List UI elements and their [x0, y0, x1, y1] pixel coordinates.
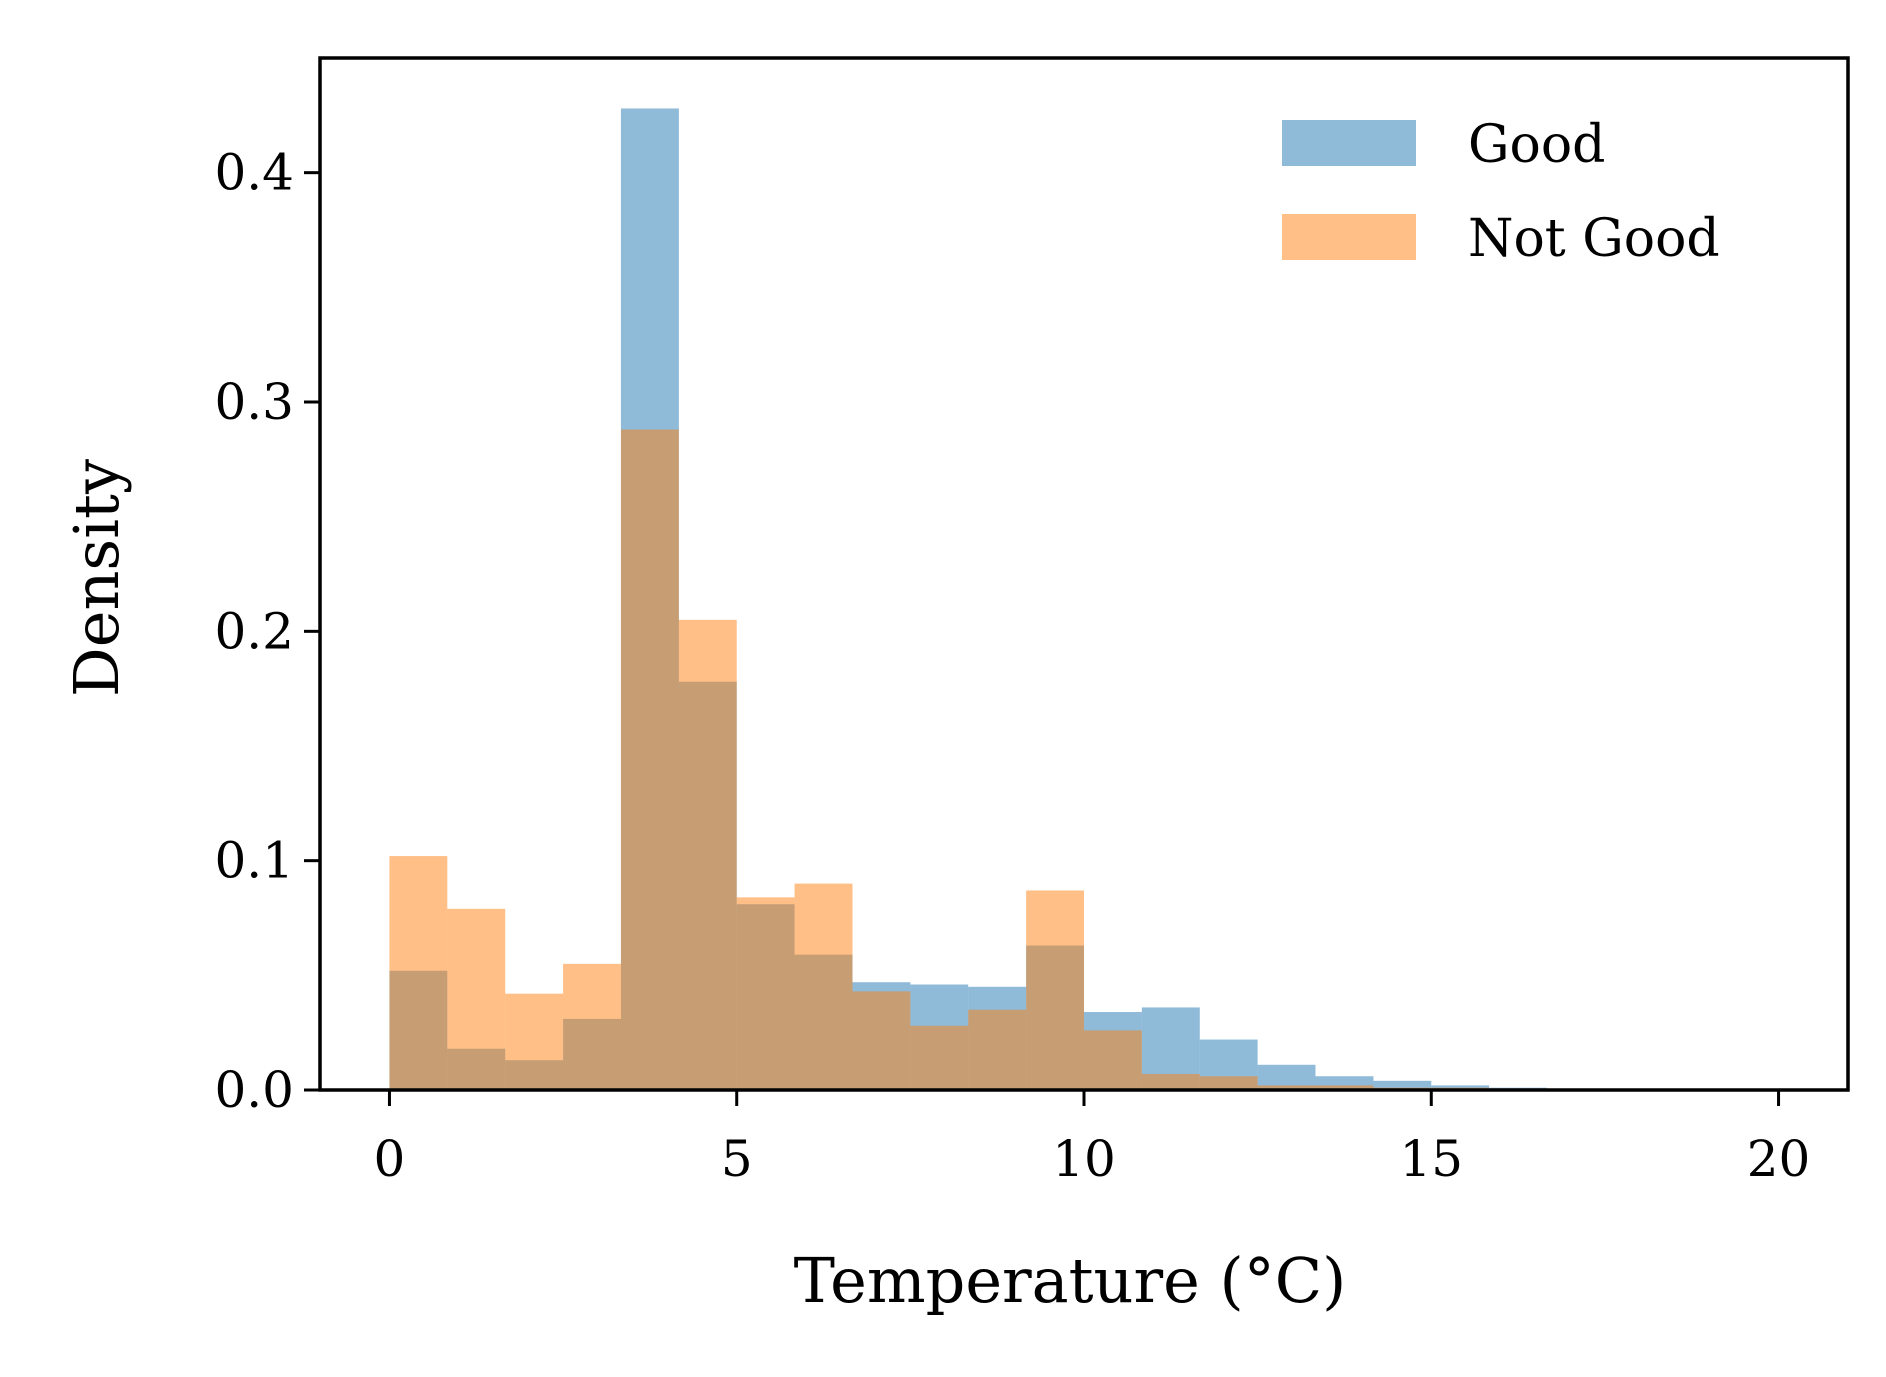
y-tick-label-4: 0.4 — [214, 144, 294, 202]
legend: Good Not Good — [1282, 115, 1720, 269]
y-axis-label: Density — [60, 459, 133, 697]
bar-not-good-7 — [794, 883, 853, 1090]
x-tick-label-15: 15 — [1399, 1130, 1463, 1188]
bar-not-good-11 — [1026, 890, 1084, 1090]
axes-layer: 0 5 10 15 20 0.0 0.1 0.2 0.3 0.4 — [214, 56, 1850, 1188]
x-tick-label-0: 0 — [374, 1130, 406, 1188]
legend-label-good: Good — [1468, 115, 1605, 175]
bar-not-good-6 — [736, 897, 795, 1090]
x-tick-label-5: 5 — [721, 1130, 753, 1188]
bar-not-good-4 — [620, 429, 679, 1090]
bar-not-good-12 — [1084, 1030, 1142, 1090]
bar-not-good-3 — [563, 963, 621, 1090]
bar-not-good-2 — [505, 993, 564, 1090]
legend-swatch-not-good — [1282, 214, 1416, 260]
y-tick-label-2: 0.2 — [214, 602, 294, 660]
bar-not-good-9 — [910, 1025, 969, 1090]
bar-not-good-5 — [678, 619, 737, 1090]
x-tick-label-10: 10 — [1052, 1130, 1116, 1188]
y-tick-label-1: 0.1 — [214, 832, 294, 890]
bar-not-good-8 — [852, 991, 911, 1090]
bar-not-good-16 — [1315, 1085, 1374, 1090]
bar-not-good-15 — [1257, 1085, 1316, 1090]
bar-not-good-10 — [968, 1009, 1027, 1090]
x-axis-label: Temperature (°C) — [794, 1244, 1347, 1317]
bar-not-good-0 — [389, 856, 448, 1090]
bar-not-good-14 — [1199, 1076, 1258, 1090]
bar-not-good-1 — [447, 908, 506, 1090]
y-tick-label-0: 0.0 — [214, 1061, 294, 1119]
bar-not-good-13 — [1141, 1073, 1200, 1090]
legend-swatch-good — [1282, 120, 1416, 166]
y-tick-label-3: 0.3 — [214, 373, 294, 431]
bar-good-17 — [1373, 1080, 1432, 1090]
legend-label-not-good: Not Good — [1468, 209, 1720, 269]
bars-layer — [389, 108, 1548, 1091]
x-tick-label-20: 20 — [1747, 1130, 1811, 1188]
